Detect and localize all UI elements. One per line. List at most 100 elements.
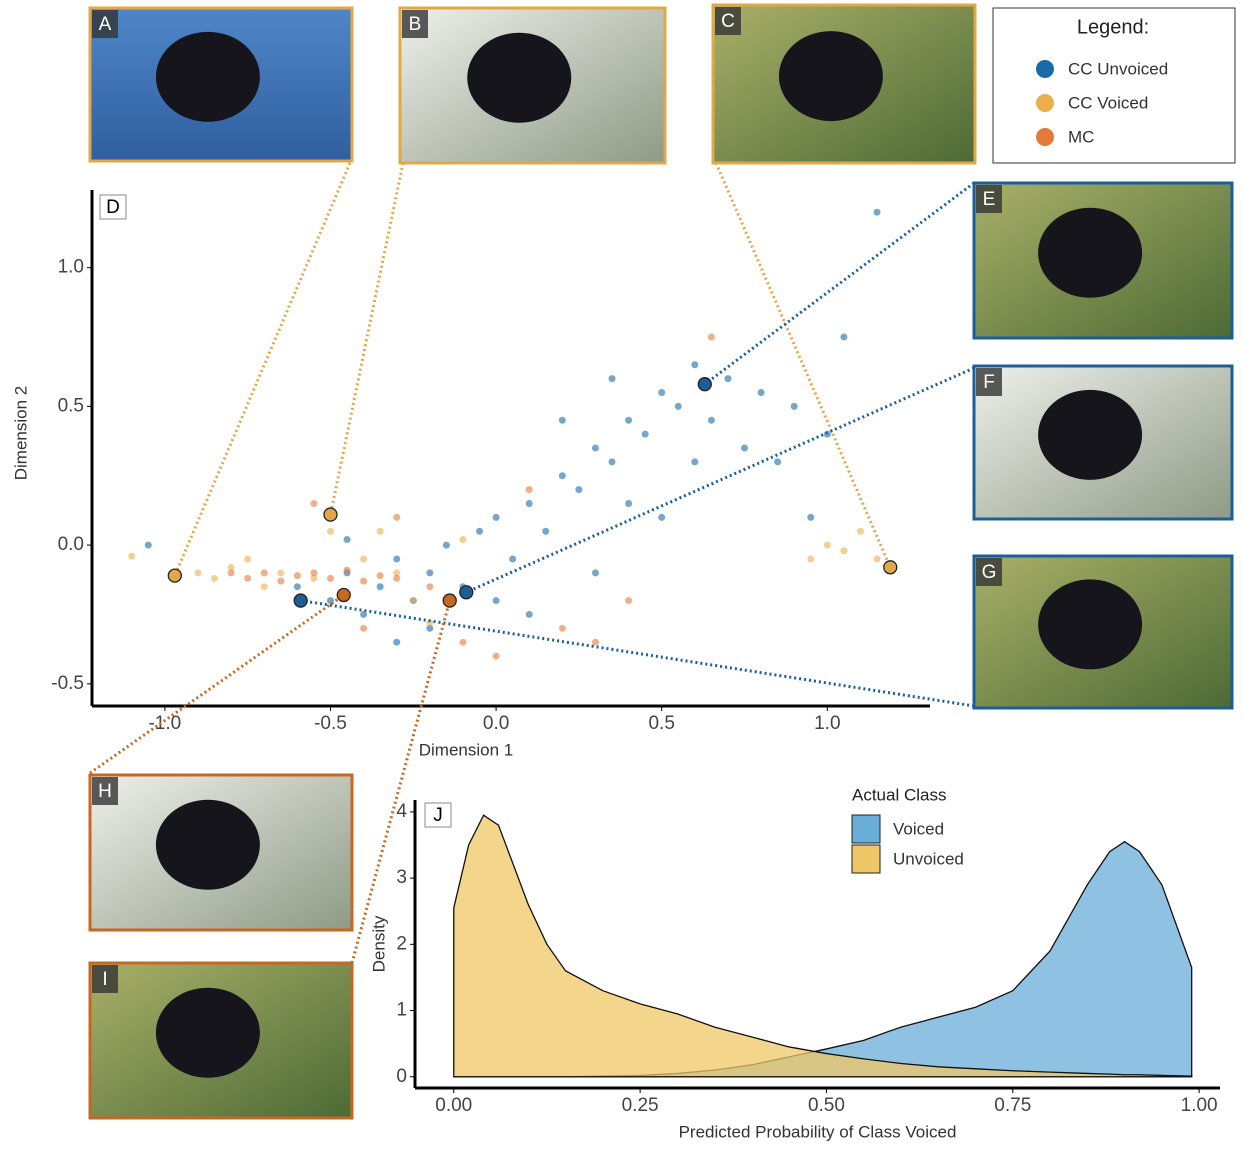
point xyxy=(261,583,268,590)
lemur-face xyxy=(1038,390,1142,480)
point xyxy=(526,611,533,618)
legend-title: Actual Class xyxy=(852,785,946,804)
legend-title: Legend: xyxy=(1077,16,1149,38)
y-tick-label: 1 xyxy=(396,1000,407,1021)
point xyxy=(807,555,814,562)
point xyxy=(294,572,301,579)
point xyxy=(145,542,152,549)
y-tick-label: 1.0 xyxy=(58,257,84,278)
legend-key xyxy=(852,845,880,873)
point xyxy=(327,528,334,535)
point xyxy=(658,514,665,521)
y-tick-label: 3 xyxy=(396,867,407,888)
point xyxy=(526,500,533,507)
legend-marker xyxy=(1036,128,1054,146)
point xyxy=(840,547,847,554)
x-tick-label: -1.0 xyxy=(148,713,181,734)
point xyxy=(410,597,417,604)
panel-label: D xyxy=(106,197,120,218)
point xyxy=(559,417,566,424)
highlight-point xyxy=(460,586,473,599)
highlight-point xyxy=(168,569,181,582)
point xyxy=(310,500,317,507)
highlight-point xyxy=(443,594,456,607)
photo-label: F xyxy=(983,372,995,393)
point xyxy=(128,553,135,560)
point xyxy=(575,486,582,493)
photo-label: E xyxy=(983,189,996,210)
callout-line xyxy=(352,601,450,963)
point xyxy=(658,389,665,396)
lemur-face xyxy=(156,32,260,122)
photo-label: A xyxy=(99,14,112,35)
photo-label: I xyxy=(102,969,107,990)
point xyxy=(393,555,400,562)
point xyxy=(874,555,881,562)
point xyxy=(443,542,450,549)
point xyxy=(426,569,433,576)
lemur-face xyxy=(779,31,883,121)
legend-label: Voiced xyxy=(893,819,944,838)
point xyxy=(724,375,731,382)
figure: -1.0-0.50.00.51.0-0.50.00.51.0Dimension … xyxy=(0,0,1243,1147)
point xyxy=(228,569,235,576)
point xyxy=(344,536,351,543)
point xyxy=(609,458,616,465)
point xyxy=(476,528,483,535)
point xyxy=(691,458,698,465)
y-tick-label: 2 xyxy=(396,933,407,954)
point xyxy=(857,528,864,535)
point xyxy=(526,486,533,493)
y-tick-label: -0.5 xyxy=(51,673,84,694)
point xyxy=(708,334,715,341)
point xyxy=(393,639,400,646)
point xyxy=(244,555,251,562)
lemur-face xyxy=(156,988,260,1078)
point xyxy=(741,445,748,452)
point xyxy=(344,567,351,574)
point xyxy=(559,625,566,632)
callout-line xyxy=(301,601,974,706)
point xyxy=(393,575,400,582)
y-axis-title: Density xyxy=(369,915,388,972)
photo-label: C xyxy=(721,11,735,32)
point xyxy=(360,555,367,562)
x-tick-label: 0.0 xyxy=(483,713,509,734)
point xyxy=(327,575,334,582)
legend-label: Unvoiced xyxy=(893,849,964,868)
legend-label: CC Voiced xyxy=(1068,93,1148,112)
point xyxy=(824,542,831,549)
x-tick-label: 0.25 xyxy=(622,1095,659,1116)
point xyxy=(807,514,814,521)
point xyxy=(493,653,500,660)
point xyxy=(791,403,798,410)
highlight-point xyxy=(294,594,307,607)
point xyxy=(691,361,698,368)
x-tick-label: 0.50 xyxy=(808,1095,845,1116)
x-axis-title: Dimension 1 xyxy=(419,740,514,759)
photo-label: G xyxy=(982,562,997,583)
point xyxy=(708,417,715,424)
lemur-face xyxy=(1038,579,1142,669)
photo-label: H xyxy=(98,781,112,802)
legend-marker xyxy=(1036,94,1054,112)
point xyxy=(592,639,599,646)
point xyxy=(542,528,549,535)
panel-label: J xyxy=(433,805,443,826)
y-tick-label: 0.5 xyxy=(58,395,84,416)
point xyxy=(360,625,367,632)
point xyxy=(609,375,616,382)
point xyxy=(592,445,599,452)
point xyxy=(592,569,599,576)
callout-line xyxy=(716,163,890,567)
y-tick-label: 0.0 xyxy=(58,534,84,555)
point xyxy=(642,431,649,438)
point xyxy=(774,458,781,465)
lemur-face xyxy=(156,800,260,890)
point xyxy=(509,555,516,562)
callout-line xyxy=(705,183,974,384)
point xyxy=(675,403,682,410)
y-axis-title: Dimension 2 xyxy=(11,386,30,481)
callout-line xyxy=(90,595,344,773)
x-tick-label: 0.75 xyxy=(994,1095,1031,1116)
